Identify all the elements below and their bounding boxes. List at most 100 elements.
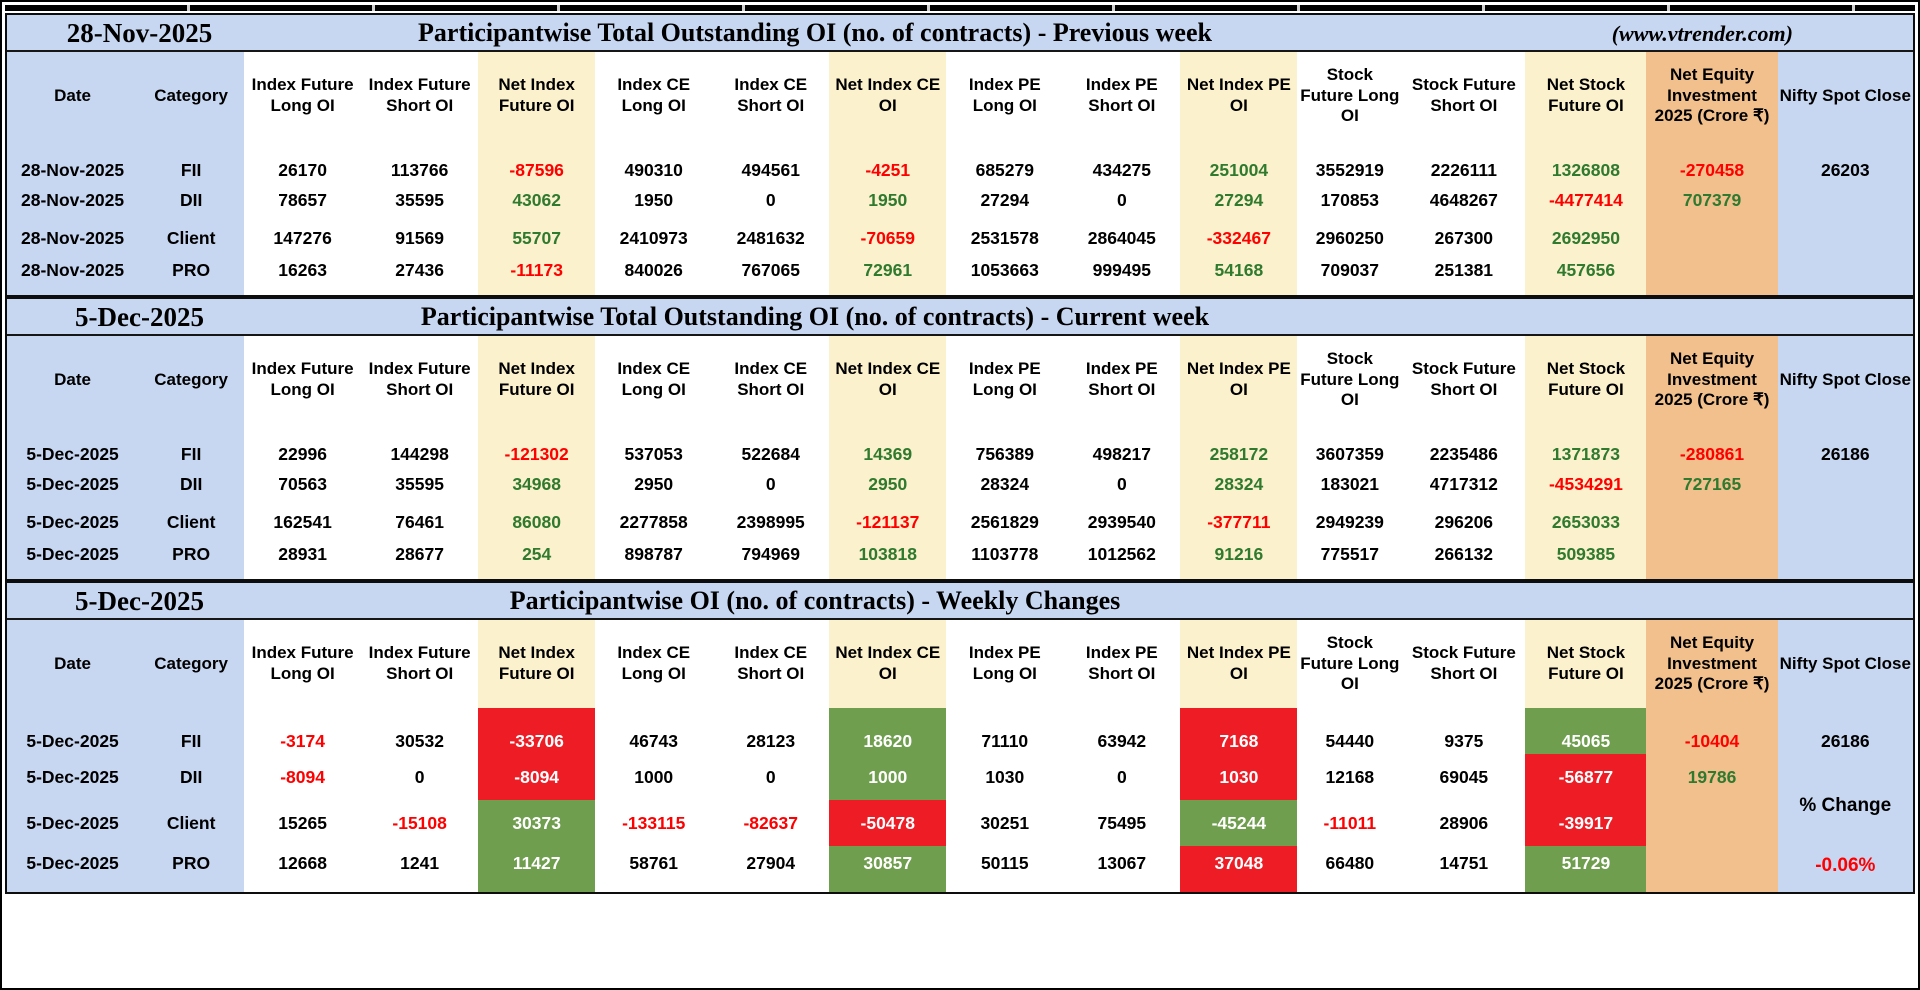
cell-nifty-spot-close bbox=[1777, 181, 1913, 219]
titlebar-current-week: 5-Dec-2025 Participantwise Total Outstan… bbox=[7, 299, 1913, 336]
cell-index-ce-long-oi: -133115 bbox=[595, 800, 713, 846]
section-date-label: 28-Nov-2025 bbox=[66, 18, 213, 48]
cell-net-stock-future-oi: 2692950 bbox=[1525, 219, 1647, 257]
cell-net-index-future-oi: 254 bbox=[478, 541, 596, 579]
cell-index-future-short-oi: 0 bbox=[361, 754, 479, 800]
table-row-pro: 28-Nov-2025 PRO 16263 27436 -11173 840026 7670… bbox=[7, 257, 1913, 295]
cell-index-pe-short-oi: 63942 bbox=[1063, 708, 1181, 754]
cell-index-future-long-oi: 70563 bbox=[244, 465, 362, 503]
cell-index-ce-short-oi: 2481632 bbox=[712, 219, 830, 257]
column-header-category: Category bbox=[138, 620, 245, 708]
cell-stock-future-long-oi: 3552919 bbox=[1297, 140, 1403, 181]
cell-net-index-future-oi: 43062 bbox=[478, 181, 596, 219]
cell-stock-future-short-oi: 296206 bbox=[1402, 503, 1526, 541]
column-header-net-index-future-oi: Net Index Future OI bbox=[478, 52, 596, 140]
column-header-index-pe-long-oi: Index PE Long OI bbox=[946, 620, 1064, 708]
cell-index-pe-short-oi: 13067 bbox=[1063, 846, 1181, 892]
cell-net-index-pe-oi: 258172 bbox=[1180, 424, 1298, 465]
cell-net-stock-future-oi: 51729 bbox=[1525, 846, 1647, 892]
cell-index-ce-long-oi: 537053 bbox=[595, 424, 713, 465]
cell-nifty-spot-close: 26186 bbox=[1777, 424, 1913, 465]
cell-index-ce-short-oi: 767065 bbox=[712, 257, 830, 295]
column-header-nifty-spot-close: Nifty Spot Close bbox=[1777, 336, 1913, 424]
cell-net-index-ce-oi: 18620 bbox=[829, 708, 947, 754]
cell-date: 5-Dec-2025 bbox=[7, 800, 139, 846]
pct-change-label: % Change bbox=[1799, 795, 1892, 816]
column-header-index-pe-short-oi: Index PE Short OI bbox=[1063, 620, 1181, 708]
cell-index-pe-long-oi: 50115 bbox=[946, 846, 1064, 892]
cell-date: 5-Dec-2025 bbox=[7, 424, 139, 465]
cell-net-stock-future-oi: 509385 bbox=[1525, 541, 1647, 579]
column-header-index-ce-long-oi: Index CE Long OI bbox=[595, 620, 713, 708]
column-header-index-pe-short-oi: Index PE Short OI bbox=[1063, 336, 1181, 424]
cell-date: 28-Nov-2025 bbox=[7, 140, 139, 181]
section-title: Participantwise Total Outstanding OI (no… bbox=[418, 18, 1212, 47]
section-title: Participantwise OI (no. of contracts) - … bbox=[509, 586, 1121, 615]
cell-index-future-short-oi: 28677 bbox=[361, 541, 479, 579]
cell-stock-future-long-oi: 54440 bbox=[1297, 708, 1403, 754]
table-row-dii: 5-Dec-2025 DII 70563 35595 34968 2950 0 2950 283… bbox=[7, 465, 1913, 503]
section-date-label: 5-Dec-2025 bbox=[75, 302, 204, 332]
vtrender-link[interactable]: (www.vtrender.com) bbox=[1611, 21, 1793, 46]
table-row-dii: 5-Dec-2025 DII -8094 0 -8094 1000 0 1000 1030 0 10… bbox=[7, 754, 1913, 892]
table-row-pro: 5-Dec-2025 PRO 12668 1241 11427 58761 27904 308… bbox=[7, 846, 1913, 892]
oi-table-previous-week: Date Category Index Future Long OI Index Fu… bbox=[7, 52, 1913, 295]
cell-net-index-ce-oi: 1950 bbox=[829, 181, 947, 219]
cell-index-ce-short-oi: 522684 bbox=[712, 424, 830, 465]
cell-index-ce-long-oi: 898787 bbox=[595, 541, 713, 579]
cell-net-equity-investment bbox=[1646, 800, 1778, 846]
column-header-net-index-pe-oi: Net Index PE OI bbox=[1180, 336, 1298, 424]
cell-net-index-future-oi: -121302 bbox=[478, 424, 596, 465]
cell-category: PRO bbox=[138, 257, 245, 295]
cell-net-index-pe-oi: -377711 bbox=[1180, 503, 1298, 541]
section-title: Participantwise Total Outstanding OI (no… bbox=[420, 302, 1210, 331]
cell-index-ce-long-oi: 58761 bbox=[595, 846, 713, 892]
column-header-stock-future-short-oi: Stock Future Short OI bbox=[1402, 336, 1526, 424]
cell-index-pe-short-oi: 75495 bbox=[1063, 800, 1181, 846]
cell-net-index-pe-oi: -332467 bbox=[1180, 219, 1298, 257]
cell-date: 5-Dec-2025 bbox=[7, 465, 139, 503]
cell-index-pe-long-oi: 1053663 bbox=[946, 257, 1064, 295]
cell-category: Client bbox=[138, 800, 245, 846]
section-current-week: 5-Dec-2025 Participantwise Total Outstan… bbox=[5, 297, 1915, 581]
table-row-client: 28-Nov-2025 Client 147276 91569 55707 2410973… bbox=[7, 219, 1913, 257]
column-header-nifty-spot-close: Nifty Spot Close bbox=[1777, 52, 1913, 140]
column-header-net-stock-future-oi: Net Stock Future OI bbox=[1525, 52, 1647, 140]
cell-index-future-short-oi: -15108 bbox=[361, 800, 479, 846]
cell-index-future-short-oi: 144298 bbox=[361, 424, 479, 465]
cell-net-index-ce-oi: 72961 bbox=[829, 257, 947, 295]
cell-index-ce-short-oi: 27904 bbox=[712, 846, 830, 892]
column-header-date: Date bbox=[7, 336, 139, 424]
cell-index-future-long-oi: 147276 bbox=[244, 219, 362, 257]
cell-net-equity-investment: -280861 bbox=[1646, 424, 1778, 465]
cell-index-pe-long-oi: 2561829 bbox=[946, 503, 1064, 541]
cell-net-equity-investment bbox=[1646, 257, 1778, 295]
cell-index-future-long-oi: 28931 bbox=[244, 541, 362, 579]
cell-stock-future-short-oi: 4717312 bbox=[1402, 465, 1526, 503]
cell-date: 5-Dec-2025 bbox=[7, 708, 139, 754]
cell-index-ce-long-oi: 1950 bbox=[595, 181, 713, 219]
column-header-index-ce-long-oi: Index CE Long OI bbox=[595, 52, 713, 140]
cell-net-index-future-oi: 34968 bbox=[478, 465, 596, 503]
cell-category: FII bbox=[138, 708, 245, 754]
column-header-index-ce-short-oi: Index CE Short OI bbox=[712, 336, 830, 424]
cell-net-index-future-oi: 86080 bbox=[478, 503, 596, 541]
cell-stock-future-short-oi: 28906 bbox=[1402, 800, 1526, 846]
cell-stock-future-long-oi: 775517 bbox=[1297, 541, 1403, 579]
pct-change-cell: % Change -0.06% bbox=[1777, 754, 1913, 892]
cell-index-pe-short-oi: 2939540 bbox=[1063, 503, 1181, 541]
cell-index-ce-short-oi: 0 bbox=[712, 181, 830, 219]
cell-index-ce-short-oi: 794969 bbox=[712, 541, 830, 579]
cell-net-index-ce-oi: 103818 bbox=[829, 541, 947, 579]
cell-stock-future-long-oi: 66480 bbox=[1297, 846, 1403, 892]
column-header-stock-future-long-oi: Stock Future Long OI bbox=[1297, 52, 1403, 140]
cell-date: 5-Dec-2025 bbox=[7, 503, 139, 541]
cell-nifty-spot-close bbox=[1777, 257, 1913, 295]
column-header-index-future-long-oi: Index Future Long OI bbox=[244, 336, 362, 424]
cell-stock-future-short-oi: 14751 bbox=[1402, 846, 1526, 892]
cell-nifty-spot-close bbox=[1777, 219, 1913, 257]
column-header-net-index-pe-oi: Net Index PE OI bbox=[1180, 52, 1298, 140]
cell-net-equity-investment bbox=[1646, 503, 1778, 541]
cell-index-pe-short-oi: 0 bbox=[1063, 465, 1181, 503]
cell-net-equity-investment: 707379 bbox=[1646, 181, 1778, 219]
